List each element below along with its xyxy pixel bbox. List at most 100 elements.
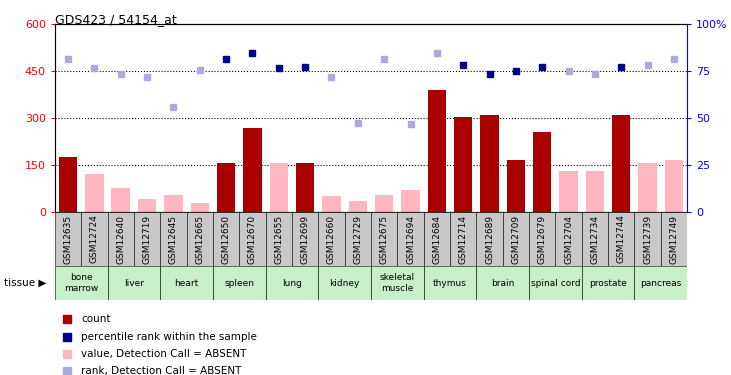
Bar	[58, 157, 77, 212]
Bar	[296, 164, 314, 212]
Bar	[661, 212, 687, 266]
Text: GDS423 / 54154_at: GDS423 / 54154_at	[55, 13, 177, 26]
Bar	[529, 266, 582, 300]
Bar	[428, 90, 446, 212]
Text: GSM12640: GSM12640	[116, 214, 125, 264]
Bar	[318, 266, 371, 300]
Text: GSM12729: GSM12729	[353, 214, 363, 264]
Text: skeletal
muscle: skeletal muscle	[380, 273, 415, 293]
Text: rank, Detection Call = ABSENT: rank, Detection Call = ABSENT	[81, 366, 242, 375]
Text: spinal cord: spinal cord	[531, 279, 580, 288]
Bar	[107, 212, 134, 266]
Bar	[450, 212, 477, 266]
Text: GSM12719: GSM12719	[143, 214, 151, 264]
Bar	[318, 212, 344, 266]
Bar	[529, 212, 556, 266]
Text: GSM12739: GSM12739	[643, 214, 652, 264]
Bar	[371, 266, 424, 300]
Bar	[559, 171, 577, 212]
Bar	[55, 212, 81, 266]
Bar	[503, 212, 529, 266]
Text: liver: liver	[124, 279, 144, 288]
Bar	[344, 212, 371, 266]
Text: GSM12655: GSM12655	[274, 214, 284, 264]
Text: GSM12714: GSM12714	[458, 214, 468, 264]
Text: GSM12635: GSM12635	[64, 214, 72, 264]
Text: spleen: spleen	[224, 279, 254, 288]
Bar	[664, 160, 683, 212]
Bar	[635, 212, 661, 266]
Bar	[213, 212, 239, 266]
Bar	[424, 212, 450, 266]
Bar	[477, 266, 529, 300]
Text: prostate: prostate	[589, 279, 627, 288]
Bar	[213, 266, 265, 300]
Bar	[111, 188, 130, 212]
Bar	[322, 196, 341, 212]
Bar	[424, 266, 477, 300]
Bar	[160, 266, 213, 300]
Text: GSM12645: GSM12645	[169, 214, 178, 264]
Text: thymus: thymus	[433, 279, 467, 288]
Bar	[401, 190, 420, 212]
Text: GSM12665: GSM12665	[195, 214, 204, 264]
Bar	[191, 202, 209, 212]
Bar	[638, 164, 657, 212]
Bar	[582, 212, 608, 266]
Bar	[160, 212, 186, 266]
Bar	[243, 128, 262, 212]
Text: heart: heart	[175, 279, 199, 288]
Text: GSM12699: GSM12699	[300, 214, 310, 264]
Text: GSM12675: GSM12675	[379, 214, 389, 264]
Bar	[612, 115, 631, 212]
Text: GSM12744: GSM12744	[617, 214, 626, 264]
Bar	[371, 212, 398, 266]
Bar	[55, 266, 107, 300]
Text: GSM12694: GSM12694	[406, 214, 415, 264]
Text: GSM12689: GSM12689	[485, 214, 494, 264]
Bar	[556, 212, 582, 266]
Bar	[138, 200, 156, 212]
Bar	[398, 212, 424, 266]
Text: value, Detection Call = ABSENT: value, Detection Call = ABSENT	[81, 349, 247, 358]
Bar	[586, 171, 604, 212]
Bar	[582, 266, 635, 300]
Bar	[608, 212, 635, 266]
Text: count: count	[81, 314, 111, 324]
Text: GSM12734: GSM12734	[591, 214, 599, 264]
Text: GSM12749: GSM12749	[670, 214, 678, 264]
Text: lung: lung	[282, 279, 302, 288]
Bar	[533, 132, 551, 212]
Text: GSM12684: GSM12684	[432, 214, 442, 264]
Bar	[454, 117, 472, 212]
Bar	[164, 195, 183, 212]
Bar	[81, 212, 107, 266]
Bar	[239, 212, 265, 266]
Text: kidney: kidney	[330, 279, 360, 288]
Bar	[265, 212, 292, 266]
Bar	[85, 174, 104, 212]
Text: GSM12670: GSM12670	[248, 214, 257, 264]
Bar	[107, 266, 160, 300]
Bar	[292, 212, 318, 266]
Bar	[217, 164, 235, 212]
Text: brain: brain	[491, 279, 515, 288]
Bar	[265, 266, 318, 300]
Text: bone
marrow: bone marrow	[64, 273, 98, 293]
Bar	[477, 212, 503, 266]
Text: GSM12709: GSM12709	[512, 214, 520, 264]
Bar	[186, 212, 213, 266]
Bar	[635, 266, 687, 300]
Bar	[507, 160, 525, 212]
Text: GSM12660: GSM12660	[327, 214, 336, 264]
Text: pancreas: pancreas	[640, 279, 681, 288]
Text: GSM12650: GSM12650	[221, 214, 230, 264]
Text: GSM12724: GSM12724	[90, 214, 99, 264]
Bar	[134, 212, 160, 266]
Text: tissue ▶: tissue ▶	[4, 278, 46, 288]
Text: GSM12704: GSM12704	[564, 214, 573, 264]
Bar	[270, 164, 288, 212]
Bar	[375, 195, 393, 212]
Text: GSM12679: GSM12679	[538, 214, 547, 264]
Bar	[480, 115, 499, 212]
